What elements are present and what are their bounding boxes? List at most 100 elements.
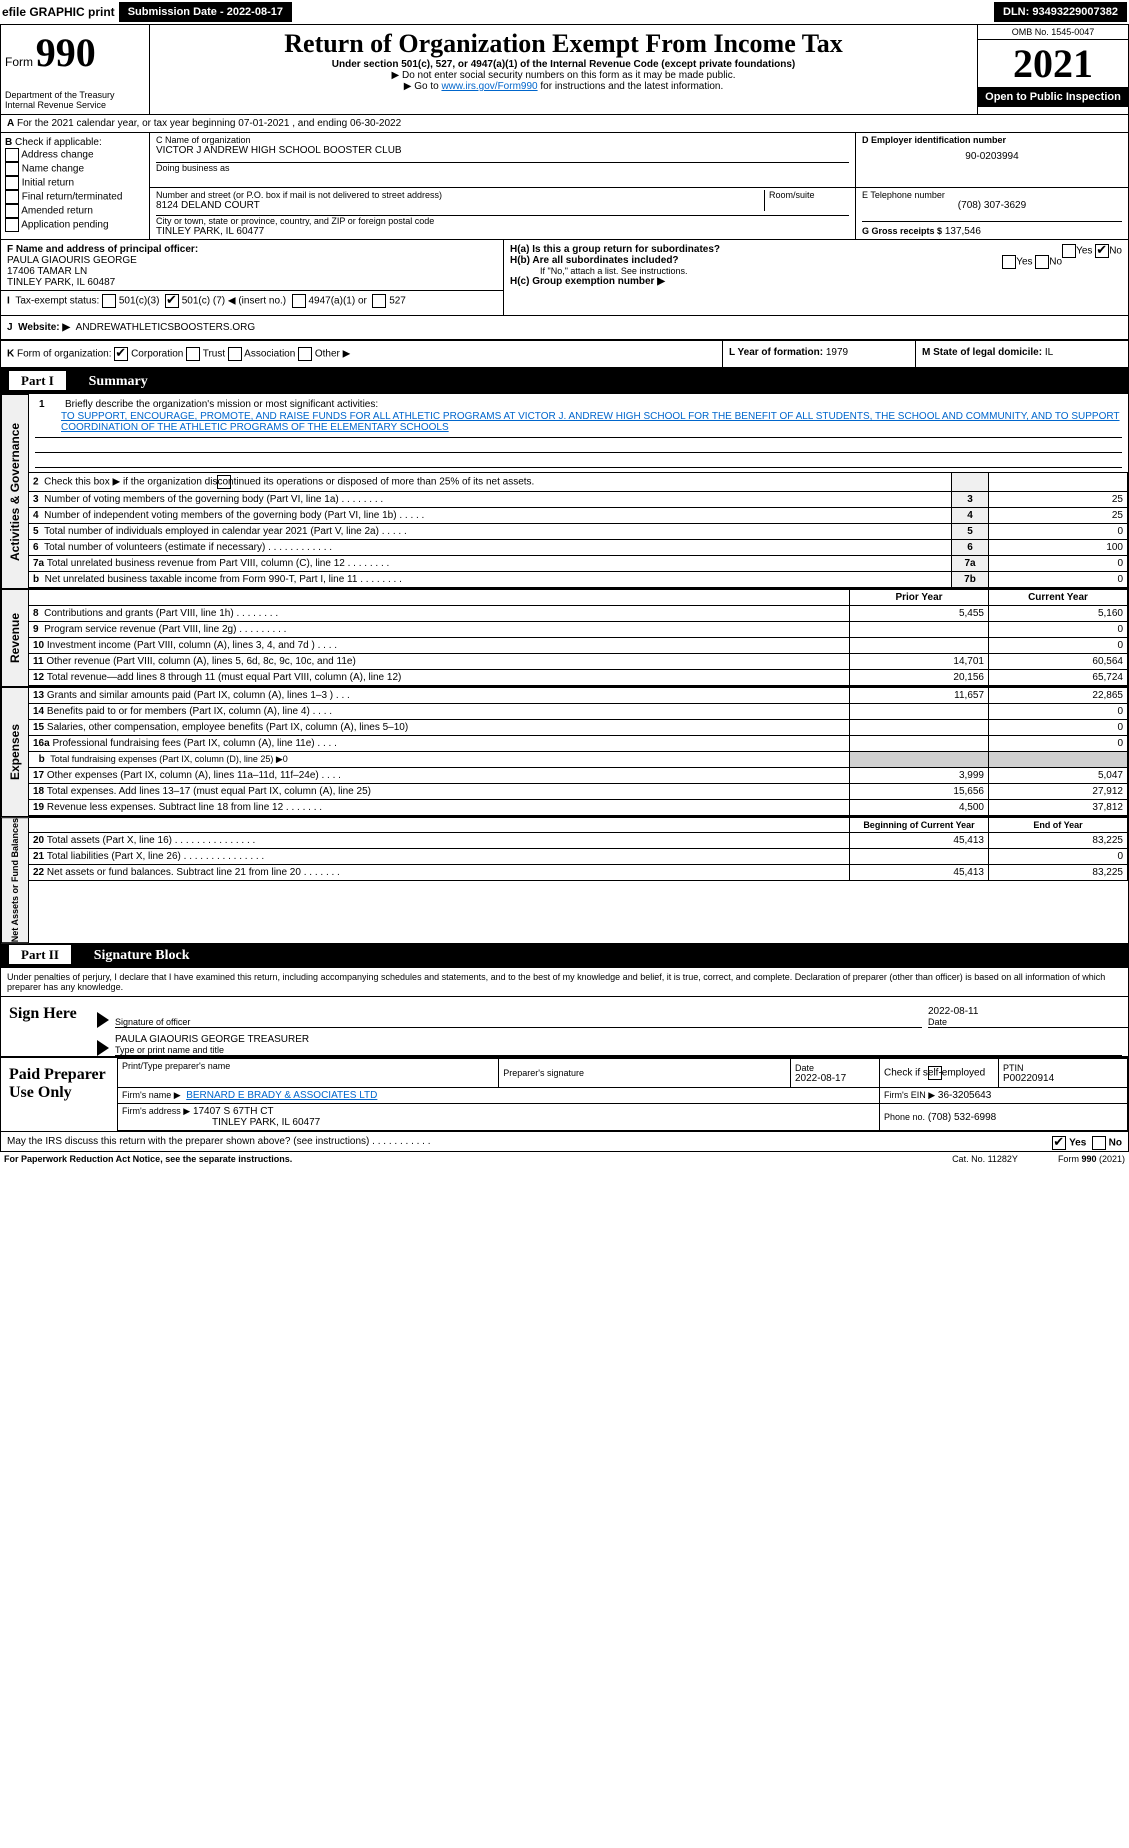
check-pending[interactable] xyxy=(5,218,19,232)
line-a: A For the 2021 calendar year, or tax yea… xyxy=(1,115,1128,133)
dln: DLN: 93493229007382 xyxy=(994,2,1127,22)
v4: 25 xyxy=(989,508,1128,524)
ha-yes[interactable] xyxy=(1062,244,1076,258)
ein: 90-0203994 xyxy=(862,151,1122,162)
hb-no[interactable] xyxy=(1035,255,1049,269)
firm-ein: 36-3205643 xyxy=(938,1090,991,1101)
k-trust[interactable] xyxy=(186,347,200,361)
sig-officer-label: Signature of officer xyxy=(115,1017,922,1027)
c-name-label: C Name of organization xyxy=(156,135,849,145)
mission-text[interactable]: TO SUPPORT, ENCOURAGE, PROMOTE, AND RAIS… xyxy=(61,411,1120,433)
form-number: 990 xyxy=(36,30,96,75)
check-527[interactable] xyxy=(372,294,386,308)
vert-revenue: Revenue xyxy=(1,589,29,687)
gross-receipts: 137,546 xyxy=(945,226,981,237)
vert-governance: Activities & Governance xyxy=(1,394,29,589)
d-label: D Employer identification number xyxy=(862,135,1006,145)
omb: OMB No. 1545-0047 xyxy=(978,25,1128,40)
instr-goto: ▶ Go to www.irs.gov/Form990 for instruct… xyxy=(154,81,973,92)
paid-preparer-label: Paid Preparer Use Only xyxy=(1,1058,117,1131)
k-label: Form of organization: xyxy=(17,349,112,360)
line-j: J Website: ▶ ANDREWATHLETICSBOOSTERS.ORG xyxy=(1,316,1128,341)
check-address[interactable] xyxy=(5,148,19,162)
v3: 25 xyxy=(989,492,1128,508)
room-label: Room/suite xyxy=(769,190,849,200)
officer-name: PAULA GIAOURIS GEORGE xyxy=(7,255,497,266)
check-amended[interactable] xyxy=(5,204,19,218)
officer-addr2: TINLEY PARK, IL 60487 xyxy=(7,277,497,288)
g-label: G Gross receipts $ xyxy=(862,226,942,236)
may-irs-row: May the IRS discuss this return with the… xyxy=(1,1131,1128,1151)
hc-label: H(c) Group exemption number ▶ xyxy=(510,276,665,287)
hb-label: H(b) Are all subordinates included? xyxy=(510,255,679,266)
form-title: Return of Organization Exempt From Incom… xyxy=(154,29,973,59)
ha-no[interactable] xyxy=(1095,244,1109,258)
vert-netassets: Net Assets or Fund Balances xyxy=(1,817,29,943)
submission-date: Submission Date - 2022-08-17 xyxy=(119,2,292,22)
state-domicile: IL xyxy=(1045,347,1053,358)
street: 8124 DELAND COURT xyxy=(156,200,764,211)
k-corp[interactable] xyxy=(114,347,128,361)
penalty-text: Under penalties of perjury, I declare th… xyxy=(1,968,1128,996)
firm-addr2: TINLEY PARK, IL 60477 xyxy=(122,1117,320,1128)
sign-here-label: Sign Here xyxy=(1,997,97,1056)
cat-no: Cat. No. 11282Y xyxy=(952,1154,1018,1164)
check-501c[interactable] xyxy=(165,294,179,308)
instr-ssn: ▶ Do not enter social security numbers o… xyxy=(154,70,973,81)
mayirs-yes[interactable] xyxy=(1052,1136,1066,1150)
v7b: 0 xyxy=(989,572,1128,589)
check-final[interactable] xyxy=(5,190,19,204)
self-employed-check[interactable] xyxy=(928,1066,942,1080)
part1-header: Part I Summary xyxy=(1,369,1128,394)
dept-treasury: Department of the Treasury xyxy=(5,90,145,100)
form-word: Form xyxy=(5,55,33,69)
i-label: Tax-exempt status: xyxy=(15,296,99,307)
sig-date: 2022-08-11 xyxy=(928,1006,1128,1017)
check-4947[interactable] xyxy=(292,294,306,308)
form-container: Form 990 Department of the Treasury Inte… xyxy=(0,24,1129,1152)
expenses-table: 13 Grants and similar amounts paid (Part… xyxy=(29,687,1128,817)
city: TINLEY PARK, IL 60477 xyxy=(156,226,849,237)
k-assoc[interactable] xyxy=(228,347,242,361)
l-label: L Year of formation: xyxy=(729,347,823,358)
arrow-icon xyxy=(97,1012,109,1028)
v5: 0 xyxy=(989,524,1128,540)
ha-label: H(a) Is this a group return for subordin… xyxy=(510,244,720,255)
arrow-icon xyxy=(97,1040,109,1056)
mayirs-no[interactable] xyxy=(1092,1136,1106,1150)
open-public: Open to Public Inspection xyxy=(978,87,1128,107)
officer-printed: PAULA GIAOURIS GEORGE TREASURER xyxy=(115,1034,1122,1045)
street-label: Number and street (or P.O. box if mail i… xyxy=(156,190,764,200)
f-label: F Name and address of principal officer: xyxy=(7,244,198,255)
check-501c3[interactable] xyxy=(102,294,116,308)
dba-label: Doing business as xyxy=(156,163,849,173)
form-subtitle: Under section 501(c), 527, or 4947(a)(1)… xyxy=(154,59,973,70)
section-b: B Check if applicable: Address change Na… xyxy=(1,133,150,239)
m-label: M State of legal domicile: xyxy=(922,347,1042,358)
check-namechange[interactable] xyxy=(5,162,19,176)
org-name: VICTOR J ANDREW HIGH SCHOOL BOOSTER CLUB xyxy=(156,145,849,156)
netassets-table: Beginning of Current YearEnd of Year 20 … xyxy=(29,817,1128,881)
firm-name[interactable]: BERNARD E BRADY & ASSOCIATES LTD xyxy=(186,1090,377,1101)
city-label: City or town, state or province, country… xyxy=(156,216,849,226)
phone: (708) 307-3629 xyxy=(862,200,1122,211)
year-formation: 1979 xyxy=(826,347,848,358)
irs-link[interactable]: www.irs.gov/Form990 xyxy=(441,81,537,92)
pra-notice: For Paperwork Reduction Act Notice, see … xyxy=(4,1154,292,1164)
date-label: Date xyxy=(928,1017,1128,1027)
vert-expenses: Expenses xyxy=(1,687,29,817)
part2-header: Part II Signature Block xyxy=(1,943,1128,968)
hb-yes[interactable] xyxy=(1002,255,1016,269)
preparer-table: Print/Type preparer's name Preparer's si… xyxy=(117,1058,1128,1131)
revenue-table: Prior YearCurrent Year 8 Contributions a… xyxy=(29,589,1128,687)
e-label: E Telephone number xyxy=(862,190,1122,200)
tax-year: 2021 xyxy=(978,40,1128,87)
line2-check[interactable] xyxy=(217,475,231,489)
v7a: 0 xyxy=(989,556,1128,572)
name-label: Type or print name and title xyxy=(115,1045,1122,1055)
website: ANDREWATHLETICSBOOSTERS.ORG xyxy=(76,322,255,333)
preparer-phone: (708) 532-6998 xyxy=(928,1112,996,1123)
k-other[interactable] xyxy=(298,347,312,361)
ptin: P00220914 xyxy=(1003,1073,1123,1084)
check-initial[interactable] xyxy=(5,176,19,190)
